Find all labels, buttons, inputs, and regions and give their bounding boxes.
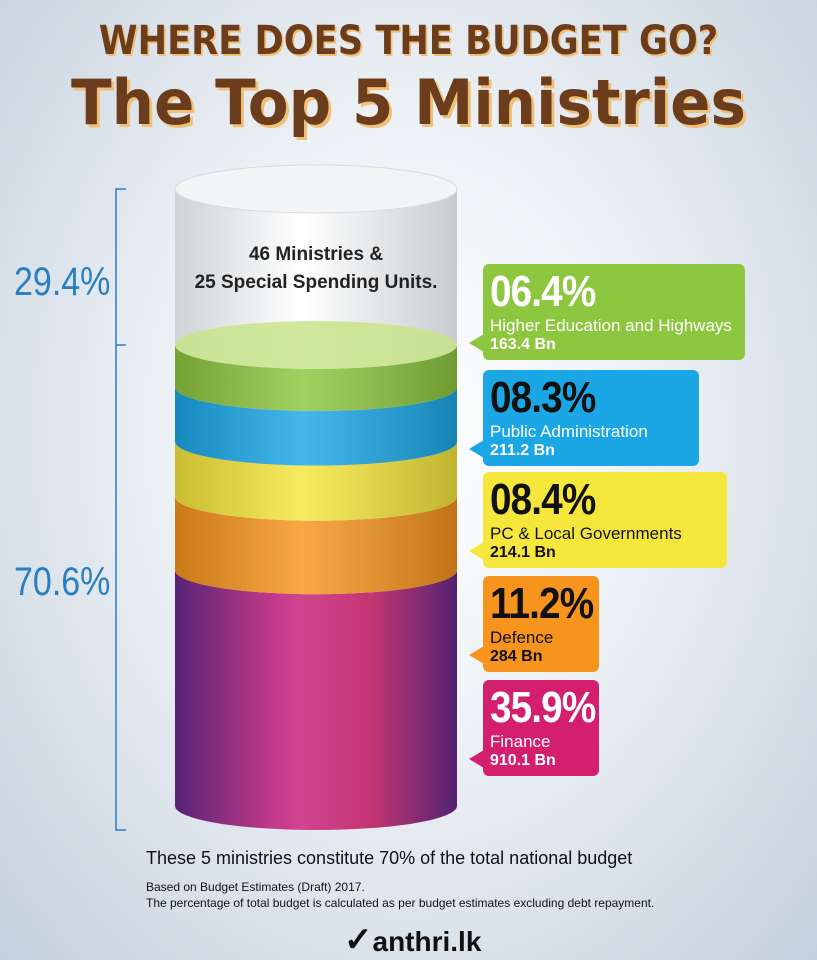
cylinder-segment-shade-0 — [175, 345, 457, 412]
callout-pct: 08.3% — [490, 373, 596, 422]
cylinder-segment-shade-4 — [175, 570, 457, 830]
callout-amount: 284 Bn — [490, 648, 543, 665]
callout-pointer — [469, 542, 484, 560]
callout-amount: 910.1 Bn — [490, 752, 556, 769]
cylinder-segment-shade-3 — [175, 496, 457, 595]
callout-pct: 11.2% — [490, 579, 594, 628]
footer-main: These 5 ministries constitute 70% of the… — [146, 848, 633, 868]
callout-amount: 163.4 Bn — [490, 336, 556, 353]
callout-pct: 08.4% — [490, 475, 596, 524]
callout-pointer — [469, 440, 484, 458]
callout-amount: 211.2 Bn — [490, 442, 555, 459]
callout-name: Higher Education and Highways — [490, 316, 732, 335]
callout-name: Public Administration — [490, 422, 648, 441]
title: WHERE DOES THE BUDGET GO? — [98, 18, 719, 64]
cylinder-segment-shade-2 — [175, 441, 457, 521]
callout-name: PC & Local Governments — [490, 524, 682, 543]
callout-public-administration: 08.3% Public Administration 211.2 Bn — [469, 370, 699, 466]
logo: ✓anthri.lk — [344, 920, 481, 960]
footer-note-2: The percentage of total budget is calcul… — [146, 896, 655, 910]
subtitle: The Top 5 Ministries — [71, 66, 746, 139]
callout-pct: 06.4% — [490, 267, 596, 316]
cylinder-segment-shade-1 — [175, 387, 457, 466]
callout-pointer — [469, 646, 484, 664]
callout-amount: 214.1 Bn — [490, 544, 556, 561]
top-surface — [175, 321, 457, 369]
cylinder-label-line-1: 46 Ministries & — [248, 244, 384, 265]
footer-note-1: Based on Budget Estimates (Draft) 2017. — [146, 880, 365, 894]
cylinder-label-line-2: 25 Special Spending Units. — [194, 272, 438, 293]
callout-pointer — [469, 750, 484, 768]
callout-name: Defence — [490, 628, 554, 647]
callout-pc-local-governments: 08.4% PC & Local Governments 214.1 Bn — [469, 472, 727, 568]
logo-text: anthri.lk — [372, 926, 482, 957]
callout-pointer — [469, 334, 484, 352]
callout-name: Finance — [490, 732, 551, 751]
bracket-pct-other: 29.4% — [14, 260, 111, 304]
callout-higher-education: 06.4% Higher Education and Highways 163.… — [469, 264, 745, 360]
callout-defence: 11.2% Defence 284 Bn — [469, 576, 599, 672]
callout-finance: 35.9% Finance 910.1 Bn — [469, 680, 599, 776]
bracket-pct-top5: 70.6% — [14, 560, 111, 604]
check-icon: ✓ — [344, 921, 373, 959]
callout-pct: 35.9% — [490, 683, 596, 732]
